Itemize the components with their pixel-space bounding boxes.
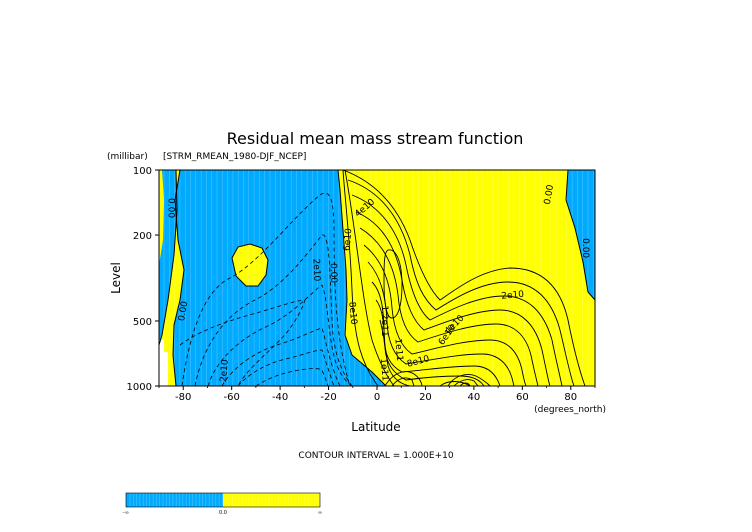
axes: -80 -60 -40 -20 0 20 40 60 80 100 200 500 1000 — [127, 166, 596, 403]
positive-contour-line — [391, 377, 415, 386]
positive-contour-line — [363, 244, 527, 386]
colorbar-label-mid: 0.0 — [219, 510, 227, 516]
contour-label: 8e10 — [346, 301, 358, 325]
positive-contour-line — [447, 374, 491, 386]
contour-label: 1e11 — [392, 338, 404, 362]
negative-contour-line — [221, 327, 341, 386]
x-tick-label: 60 — [516, 392, 529, 403]
zero-contour-line — [337, 170, 387, 386]
y-tick-label: 1000 — [127, 382, 152, 393]
fill-gridlines — [163, 170, 594, 386]
x-tick-label: -20 — [320, 392, 336, 403]
positive-contour-line — [347, 179, 575, 386]
colorbar-gridlines — [129, 493, 319, 507]
positive-contour-line — [379, 319, 471, 386]
chart-title: Residual mean mass stream function — [227, 129, 524, 148]
x-units-label: (degrees_north) — [534, 405, 606, 415]
x-tick-label: 20 — [419, 392, 432, 403]
positive-region-fill — [232, 244, 268, 286]
positive-contour-line — [355, 211, 551, 386]
x-axis-label: Latitude — [351, 420, 400, 434]
x-tick-label: 0 — [374, 392, 380, 403]
contour-label: 0.00 — [328, 263, 339, 284]
x-tick-label: 80 — [564, 392, 577, 403]
contour-label: 0.00 — [580, 238, 590, 258]
negative-contour-line — [207, 284, 353, 386]
negative-contour-line — [255, 368, 329, 386]
positive-contour-line — [459, 382, 471, 386]
positive-contour-line — [342, 170, 586, 386]
y-axis-label: Level — [109, 262, 123, 294]
contour-label: 0.00 — [177, 300, 190, 322]
positive-contour-line — [344, 170, 395, 386]
contour-label: 1.2e11 — [379, 305, 389, 336]
missing-data-region — [159, 340, 168, 386]
y-units-label: (millibar) — [107, 152, 148, 162]
positive-contour-line — [383, 249, 403, 319]
positive-region-fill — [159, 170, 164, 265]
contour-label: 2e10 — [219, 359, 231, 383]
contour-interval-note: CONTOUR INTERVAL = 1.000E+10 — [298, 451, 453, 461]
y-tick-label: 200 — [133, 231, 152, 242]
contour-label: 1e11 — [378, 358, 390, 382]
colorbar-label-min: -∞ — [123, 510, 129, 516]
x-tick-label: -80 — [175, 392, 191, 403]
contour-label: 0.00 — [166, 198, 176, 218]
chart-subtitle: [STRM_RMEAN_1980-DJF_NCEP] — [163, 152, 306, 162]
colorbar-negative — [126, 493, 223, 507]
zero-contour-line — [231, 243, 269, 287]
contour-label: 2e10 — [501, 290, 525, 302]
x-tick-label: -60 — [223, 392, 239, 403]
zero-contour-line — [172, 170, 185, 386]
positive-contour-line — [359, 227, 539, 386]
colorbar-label-max: ∞ — [318, 510, 322, 516]
negative-region-fill — [566, 170, 595, 300]
positive-contour-line — [384, 371, 423, 386]
negative-contour-line — [181, 192, 351, 386]
colorbar-positive — [223, 493, 320, 507]
colorbar: -∞ 0.0 ∞ — [123, 492, 322, 516]
x-tick-label: 40 — [468, 392, 481, 403]
contour-label: 6e10 — [342, 228, 354, 252]
zero-contour-line — [565, 170, 595, 301]
negative-contour-line — [237, 349, 335, 386]
contour-label: 2e10 — [311, 258, 322, 281]
positive-contour-line — [375, 299, 485, 386]
colorbar-frame — [125, 492, 321, 508]
y-tick-label: 500 — [133, 317, 152, 328]
positive-contour-line — [351, 194, 563, 386]
y-tick-label: 100 — [133, 166, 152, 177]
x-tick-label: -40 — [272, 392, 288, 403]
positive-contour-line — [453, 379, 479, 386]
contour-label: 0.00 — [543, 184, 556, 206]
zero-contour-line — [159, 170, 178, 346]
negative-contour-line — [179, 299, 306, 386]
